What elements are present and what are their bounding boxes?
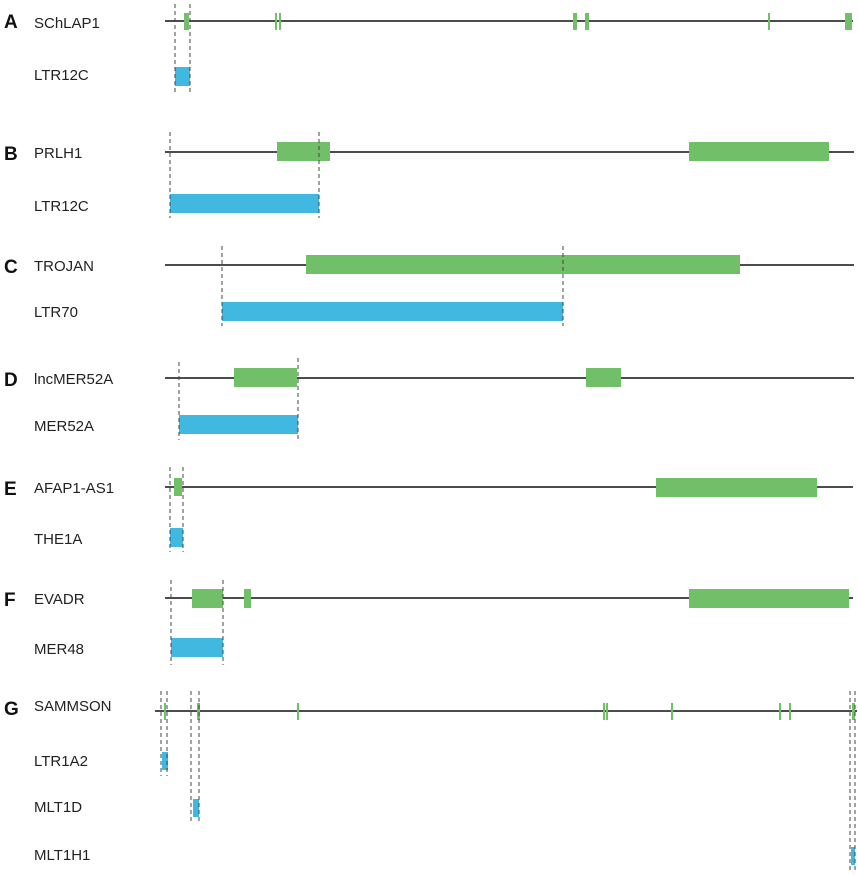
exon [297,703,299,720]
te-label-g2: MLT1D [34,799,82,816]
te-label-g3: MLT1H1 [34,847,90,864]
te-element-g3 [851,847,855,865]
panel-b: B PRLH1 LTR12C [4,132,854,218]
te-element-a [175,67,190,86]
gene-label-e: AFAP1-AS1 [34,480,114,497]
panel-letter-d: D [4,370,18,391]
exon [852,703,855,720]
te-element-c [222,302,563,321]
te-label-e: THE1A [34,531,82,548]
panel-f: F EVADR MER48 [4,580,853,665]
exon [192,589,223,608]
gene-label-g: SAMMSON [34,698,112,715]
panel-g: G SAMMSON LTR1A2 MLT1D MLT1H1 [4,691,857,871]
panel-a: A SChLAP1 LTR12C [4,4,853,92]
exon [845,13,852,30]
panel-letter-f: F [4,590,16,611]
exon [789,703,791,720]
exon [275,13,277,30]
exon [606,703,608,720]
gene-label-c: TROJAN [34,258,94,275]
exon [279,13,281,30]
te-element-b [170,194,319,213]
exon [656,478,817,497]
gene-label-d: lncMER52A [34,371,113,388]
exon [174,478,182,496]
te-label-a: LTR12C [34,67,89,84]
exon [197,703,200,720]
panel-letter-a: A [4,12,18,33]
te-label-d: MER52A [34,418,94,435]
te-element-g1 [162,752,168,770]
te-label-b: LTR12C [34,198,89,215]
panel-letter-c: C [4,257,18,278]
te-element-g2 [193,799,199,817]
te-element-f [171,638,223,657]
panel-letter-e: E [4,479,17,500]
exon [277,142,330,161]
te-label-c: LTR70 [34,304,78,321]
te-element-d [179,415,298,434]
exon [306,255,740,274]
panel-letter-b: B [4,144,18,165]
te-label-g1: LTR1A2 [34,753,88,770]
panel-e: E AFAP1-AS1 THE1A [4,467,853,552]
panel-letter-g: G [4,699,19,720]
exon [689,589,849,608]
gene-label-b: PRLH1 [34,145,82,162]
exon [184,13,189,30]
exon [586,368,621,387]
panel-c: C TROJAN LTR70 [4,246,854,326]
exon [585,13,589,30]
exon [671,703,673,720]
exon [768,13,770,30]
exon [573,13,577,30]
exon [164,703,166,720]
exon [234,368,297,387]
gene-label-a: SChLAP1 [34,15,100,32]
exon [779,703,781,720]
te-element-e [170,528,183,547]
exon [603,703,605,720]
gene-label-f: EVADR [34,591,85,608]
exon [689,142,829,161]
panel-d: D lncMER52A MER52A [4,358,854,440]
te-label-f: MER48 [34,641,84,658]
exon [244,589,251,608]
